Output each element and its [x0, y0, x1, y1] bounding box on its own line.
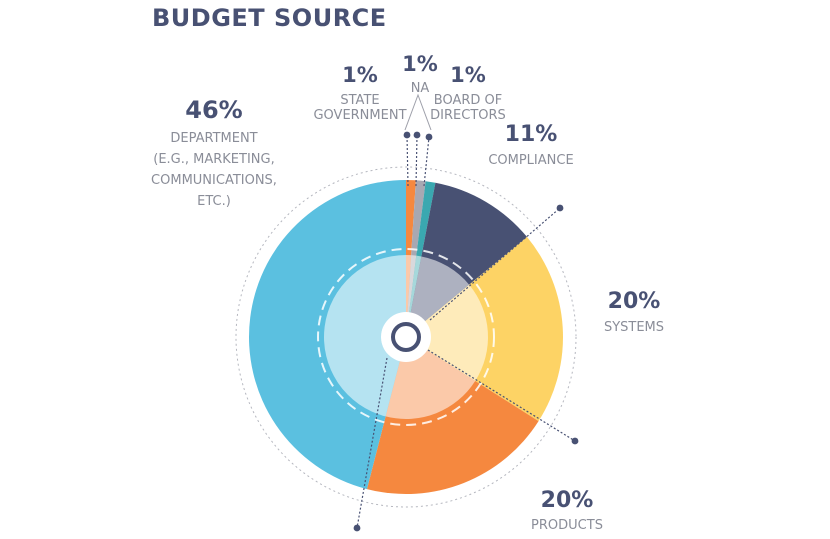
- inner-slice-department: [324, 254, 406, 417]
- inner-slice-systems: [406, 284, 488, 381]
- outer-dotted-ring: [235, 166, 577, 508]
- category-label-compliance: COMPLIANCE: [488, 153, 573, 168]
- leader-line-products: [356, 357, 388, 529]
- leader-dot-na: [413, 131, 421, 139]
- percent-label-state: 1%: [342, 63, 378, 87]
- leader-line-systems: [427, 349, 576, 442]
- category-label-department: COMMUNICATIONS,: [151, 173, 277, 188]
- center-hub: [381, 312, 431, 362]
- percent-label-board: 1%: [450, 63, 486, 87]
- category-label-na: NA: [411, 81, 430, 96]
- leader-dot-systems: [571, 437, 579, 445]
- na-label-bracket: [404, 93, 432, 131]
- inner-slice-compliance: [406, 256, 470, 337]
- percent-label-systems: 20%: [608, 289, 661, 314]
- percent-label-products: 20%: [541, 488, 594, 513]
- leader-line-compliance: [429, 207, 561, 321]
- percent-label-na: 1%: [402, 52, 438, 76]
- leader-line-board: [423, 136, 430, 187]
- category-label-systems: SYSTEMS: [604, 320, 664, 335]
- percent-label-department: 46%: [185, 96, 242, 124]
- leader-line-na: [415, 134, 418, 187]
- percent-label-compliance: 11%: [505, 122, 558, 147]
- leader-dot-products: [353, 524, 361, 532]
- category-label-department: ETC.): [197, 194, 231, 209]
- leader-dot-state: [403, 131, 411, 139]
- category-label-board: DIRECTORS: [430, 108, 506, 123]
- page-title: BUDGET SOURCE: [152, 4, 387, 32]
- center-hub-ring: [391, 322, 421, 352]
- category-label-department: (E.G., MARKETING,: [153, 152, 274, 167]
- category-label-state: GOVERNMENT: [313, 108, 406, 123]
- inner-dashed-ring: [317, 248, 495, 426]
- category-label-board: BOARD OF: [434, 93, 502, 108]
- leader-dot-board: [425, 133, 433, 141]
- category-label-products: PRODUCTS: [531, 518, 603, 533]
- category-label-department: DEPARTMENT: [170, 131, 257, 146]
- leader-dot-compliance: [556, 204, 564, 212]
- leader-line-state: [406, 134, 409, 187]
- category-label-state: STATE: [340, 93, 379, 108]
